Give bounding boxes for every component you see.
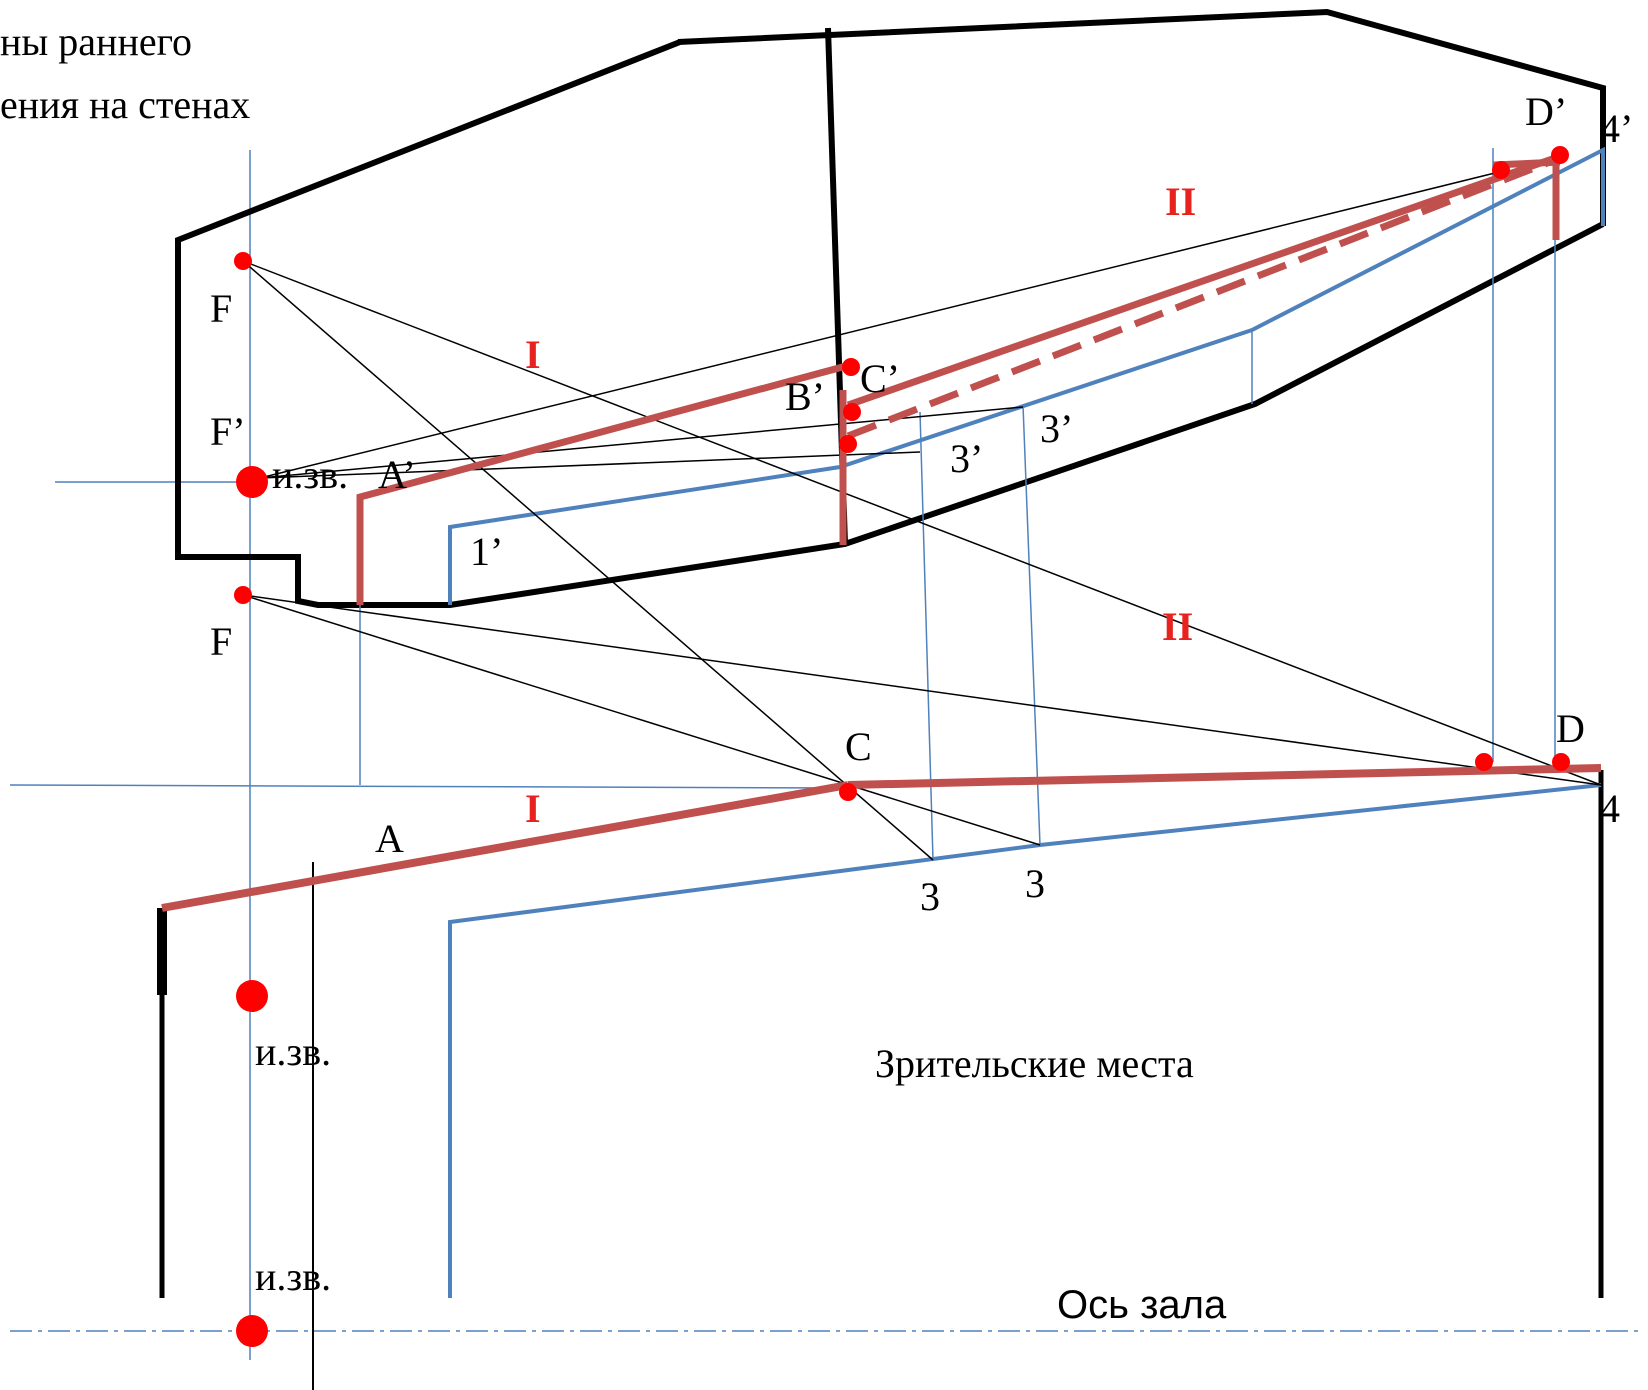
- blue-ceiling-projection: [448, 146, 1605, 605]
- point-D-prime-2: [1551, 146, 1569, 164]
- point-D-prime-1: [1492, 161, 1510, 179]
- zone-I-upper: I: [525, 332, 541, 377]
- point-C: [839, 783, 857, 801]
- blue-seating-boundary: [448, 783, 1602, 1298]
- label-A: A: [375, 816, 404, 861]
- point-C-prime: [843, 403, 861, 421]
- label-hall-axis: Ось зала: [1057, 1283, 1227, 1327]
- label-source-2: и.зв.: [255, 1254, 331, 1299]
- stage-edge-horizontal-line: [9, 784, 849, 789]
- ceiling-outline: [175, 39, 1605, 608]
- point-C-prime-top: [842, 358, 860, 376]
- point-source-1: [236, 980, 268, 1012]
- label-A-prime: A’: [378, 452, 416, 497]
- point-B-prime: [839, 435, 857, 453]
- label-C-prime: C’: [860, 356, 900, 401]
- zone-II-upper: II: [1165, 179, 1196, 224]
- zone-II-lower: II: [1162, 604, 1193, 649]
- point-F-bottom: [234, 586, 252, 604]
- label-seating: Зрительские места: [875, 1041, 1194, 1086]
- label-1-prime: 1’: [470, 529, 503, 574]
- red-points: [234, 146, 1570, 1347]
- label-D: D: [1556, 706, 1585, 751]
- label-3-a: 3: [920, 874, 940, 919]
- ray-lines: [242, 169, 1602, 861]
- label-B-prime: B’: [785, 374, 825, 419]
- point-D-2: [1552, 753, 1570, 771]
- point-source-upper: [236, 466, 268, 498]
- point-F-top: [234, 252, 252, 270]
- label-source-1: и.зв.: [255, 1029, 331, 1074]
- label-C: C: [845, 724, 872, 769]
- point-D-1: [1475, 753, 1493, 771]
- label-3-prime-b: 3’: [1040, 406, 1073, 451]
- label-F-prime: F’: [210, 409, 246, 454]
- label-3-prime-a: 3’: [950, 436, 983, 481]
- zone-I-lower: I: [525, 786, 541, 831]
- label-source-upper: и.зв.: [272, 452, 348, 497]
- title-line-1: ны раннего: [0, 19, 192, 64]
- label-4-prime: 4’: [1600, 106, 1633, 151]
- blue-thin-3: [1022, 404, 1041, 846]
- label-D-prime: D’: [1525, 89, 1567, 134]
- label-4: 4: [1600, 786, 1620, 831]
- point-source-2: [236, 1315, 268, 1347]
- title-line-2: ения на стенах: [0, 82, 250, 127]
- label-F-top: F: [210, 286, 232, 331]
- blue-thin-2: [919, 411, 934, 861]
- reflection-lines: [161, 154, 1602, 912]
- label-F-bottom: F: [210, 619, 232, 664]
- label-3-b: 3: [1025, 861, 1045, 906]
